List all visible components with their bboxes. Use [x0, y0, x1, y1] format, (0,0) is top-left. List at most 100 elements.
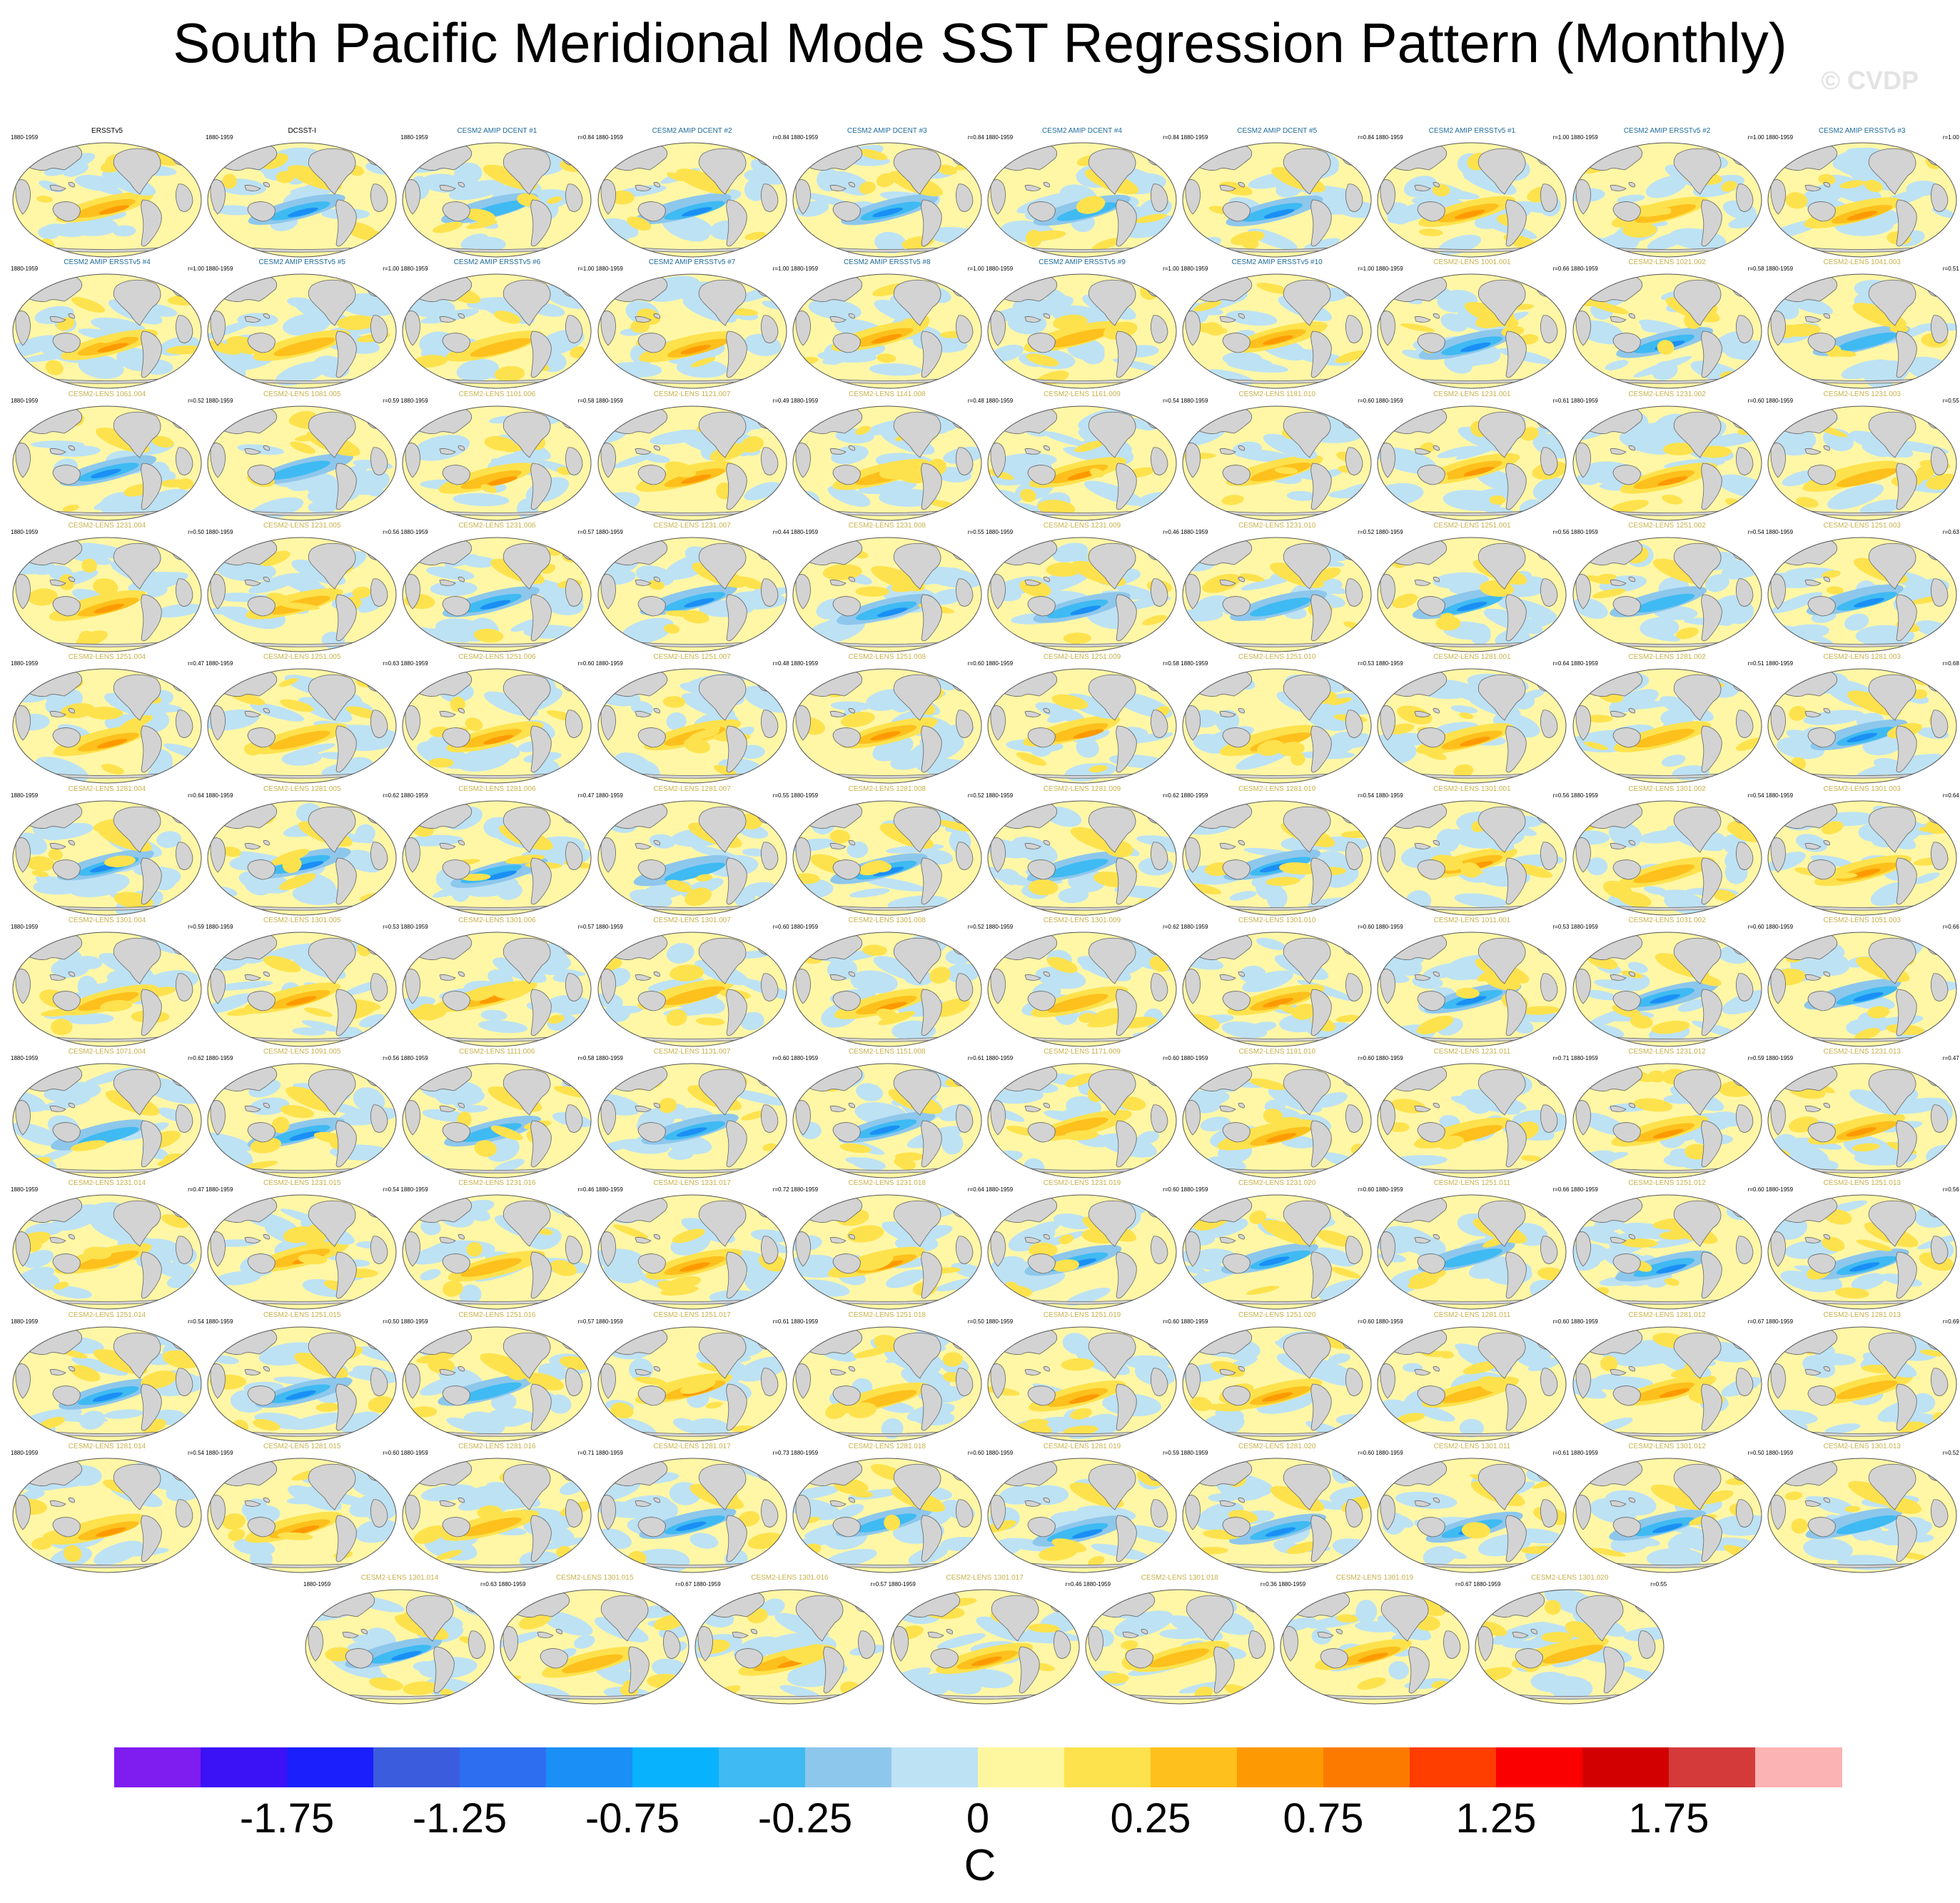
sst-regression-map	[1182, 668, 1372, 784]
panel-pattern-correlation: r=0.62	[1163, 792, 1179, 799]
panel-period: 1880-1959	[1570, 134, 1598, 141]
map-panel: CESM2-LENS 1231.002 1880-1959 r=0.60	[1570, 389, 1764, 523]
panel-title: CESM2-LENS 1011.001	[1433, 916, 1511, 924]
panel-pattern-correlation: r=0.54	[1747, 528, 1764, 535]
sst-regression-map	[987, 932, 1177, 1047]
panel-period: 1880-1959	[1375, 266, 1403, 273]
sst-regression-map	[12, 800, 202, 915]
colorbar-box	[891, 1747, 979, 1787]
panel-period: 1880-1959	[11, 1450, 39, 1456]
panel-pattern-correlation: r=0.66	[1552, 1186, 1570, 1193]
sst-regression-map	[207, 1063, 397, 1178]
map-panel: CESM2 AMIP ERSSTv5 #2 1880-1959 r=1.00	[1570, 126, 1764, 260]
map-panel: CESM2 AMIP ERSSTv5 #7 1880-1959 r=1.00	[595, 257, 789, 391]
map-panel: CESM2-LENS 1281.020 1880-1959 r=0.60	[1180, 1441, 1374, 1575]
map-panel: CESM2-LENS 1281.007 1880-1959 r=0.55	[595, 784, 789, 918]
panel-pattern-correlation: r=0.61	[772, 1318, 789, 1325]
sst-regression-map	[1377, 1458, 1567, 1573]
map-panel: CESM2-LENS 1231.018 1880-1959 r=0.64	[790, 1178, 984, 1312]
panel-title: CESM2 AMIP DCENT #4	[1042, 127, 1122, 135]
panel-title: CESM2-LENS 1281.020	[1238, 1443, 1316, 1450]
panel-title: CESM2-LENS 1281.019	[1043, 1443, 1121, 1450]
colorbar-tick-label: 0.25	[1110, 1795, 1191, 1842]
colorbar-tick-label: -1.75	[239, 1795, 335, 1842]
panel-pattern-correlation: r=0.60	[1163, 1055, 1179, 1062]
sst-regression-map	[1182, 800, 1372, 915]
panel-period: 1880-1959	[11, 923, 39, 930]
sst-regression-map	[12, 932, 202, 1047]
panel-period: 1880-1959	[986, 528, 1014, 535]
map-panel: CESM2-LENS 1281.014 1880-1959 r=0.54	[10, 1441, 204, 1575]
panel-pattern-correlation: r=0.55	[967, 528, 984, 535]
panel-period: 1880-1959	[1570, 528, 1598, 535]
panel-pattern-correlation: r=0.84	[1163, 134, 1179, 141]
panel-pattern-correlation: r=0.64	[1942, 792, 1959, 799]
panel-title: CESM2-LENS 1081.005	[263, 390, 341, 398]
panel-period: 1880-1959	[693, 1581, 721, 1588]
map-panel: CESM2-LENS 1011.001 1880-1959 r=0.53	[1375, 915, 1569, 1049]
panel-pattern-correlation: r=0.54	[188, 1318, 204, 1325]
panel-period: 1880-1959	[790, 1450, 819, 1456]
panel-title: CESM2-LENS 1251.012	[1628, 1179, 1706, 1188]
sst-regression-map	[1572, 405, 1762, 521]
panel-pattern-correlation: r=0.60	[1358, 923, 1375, 930]
sst-regression-map	[1767, 405, 1957, 521]
colorbar-box	[1755, 1747, 1842, 1787]
sst-regression-map	[207, 932, 397, 1047]
map-panel: CESM2 AMIP ERSSTv5 #1 1880-1959 r=1.00	[1375, 126, 1569, 260]
map-panel: CESM2-LENS 1231.011 1880-1959 r=0.71	[1375, 1046, 1569, 1181]
panel-period: 1880-1959	[1181, 792, 1208, 799]
map-panel: CESM2-LENS 1251.018 1880-1959 r=0.50	[790, 1310, 984, 1444]
map-panel: CESM2-LENS 1071.004 1880-1959 r=0.62	[10, 1046, 204, 1181]
panel-period: 1880-1959	[303, 1581, 331, 1588]
map-panel: CESM2-LENS 1301.007 1880-1959 r=0.60	[595, 915, 789, 1049]
panel-pattern-correlation: r=0.60	[1358, 1450, 1375, 1456]
panel-title: CESM2-LENS 1281.008	[848, 784, 926, 793]
panel-period: 1880-1959	[595, 1186, 623, 1193]
panel-title: CESM2-LENS 1251.014	[68, 1311, 146, 1319]
panel-pattern-correlation: r=0.58	[1163, 660, 1179, 667]
sst-regression-map	[792, 1063, 982, 1178]
panel-period: 1880-1959	[400, 792, 428, 799]
panel-pattern-correlation: r=0.48	[967, 397, 984, 404]
sst-regression-map	[1182, 142, 1372, 258]
panel-title: CESM2-LENS 1171.009	[1044, 1048, 1121, 1056]
sst-regression-map	[1377, 142, 1567, 258]
map-panel: CESM2-LENS 1061.004 1880-1959 r=0.52	[10, 389, 204, 523]
panel-title: CESM2-LENS 1301.004	[68, 916, 146, 924]
panel-pattern-correlation: r=0.46	[1163, 528, 1179, 535]
sst-regression-map	[1767, 800, 1957, 915]
map-panel: CESM2-LENS 1231.006 1880-1959 r=0.57	[400, 520, 594, 655]
panel-period: 1880-1959	[11, 1318, 39, 1325]
panel-title: CESM2-LENS 1251.019	[1043, 1311, 1121, 1319]
panel-pattern-correlation: r=0.60	[772, 1055, 789, 1062]
colorbar-box	[1582, 1747, 1669, 1787]
panel-title: CESM2-LENS 1251.005	[263, 653, 341, 662]
panel-period: 1880-1959	[1765, 660, 1794, 667]
map-panel: CESM2-LENS 1111.006 1880-1959 r=0.58	[400, 1046, 594, 1181]
panel-pattern-correlation: r=0.66	[1552, 266, 1570, 273]
map-panel: CESM2-LENS 1301.008 1880-1959 r=0.52	[790, 915, 984, 1049]
panel-title: CESM2 AMIP DCENT #5	[1237, 127, 1318, 135]
panel-title: CESM2-LENS 1251.004	[68, 653, 146, 662]
panel-period: 1880-1959	[1765, 1450, 1794, 1456]
panel-pattern-correlation: r=0.71	[577, 1450, 595, 1456]
panel-pattern-correlation: r=0.53	[1552, 923, 1570, 930]
panel-pattern-correlation: r=1.00	[577, 266, 595, 273]
panel-period: 1880-1959	[790, 660, 819, 667]
panel-title: CESM2-LENS 1251.009	[1043, 653, 1121, 662]
panel-title: CESM2-LENS 1231.018	[848, 1179, 926, 1188]
panel-title: ERSSTv5	[91, 127, 123, 135]
panel-pattern-correlation: r=0.46	[1065, 1581, 1082, 1588]
panel-pattern-correlation: r=0.49	[772, 397, 789, 404]
panel-title: CESM2-LENS 1231.007	[653, 521, 731, 530]
map-panel: CESM2-LENS 1281.016 1880-1959 r=0.71	[400, 1441, 594, 1575]
panel-title: CESM2-LENS 1281.011	[1433, 1311, 1511, 1319]
sst-regression-map	[207, 273, 397, 389]
sst-regression-map	[987, 1326, 1177, 1442]
panel-title: CESM2-LENS 1231.001	[1433, 390, 1511, 398]
sst-regression-map	[12, 405, 202, 521]
sst-regression-map	[207, 668, 397, 784]
sst-regression-map	[987, 1194, 1177, 1310]
map-panel: CESM2-LENS 1301.002 1880-1959 r=0.54	[1570, 784, 1764, 918]
